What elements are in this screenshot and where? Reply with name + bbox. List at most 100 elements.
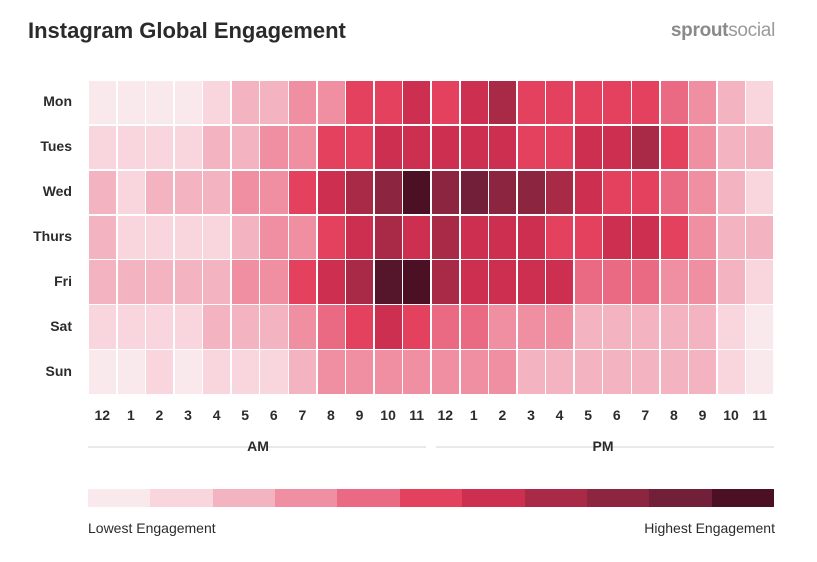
heatmap-cell [402,304,432,350]
heatmap-cell [230,169,260,216]
heatmap-cell [316,80,346,126]
heatmap-cell [373,124,403,171]
heatmap-cell [745,124,775,171]
hour-label: 6 [269,407,278,423]
heatmap-cell [173,124,203,171]
heatmap-cell [488,304,518,350]
heatmap-cell [488,124,518,171]
heatmap-cell [545,124,575,171]
heatmap-cell [316,214,346,260]
hour-label: 4 [212,407,221,423]
heatmap-cell [288,80,318,126]
heatmap-cell [688,259,718,305]
hour-label: 2 [498,407,507,423]
heatmap-cell [202,124,232,171]
heatmap-cell [745,349,775,395]
hour-label: 10 [723,407,739,423]
heatmap-cell [716,304,746,350]
hour-label: 12 [94,407,111,423]
heatmap-cell [373,214,403,260]
heatmap-cell [659,214,689,260]
heatmap-cell [631,80,661,126]
day-label: Sun [45,362,72,379]
heatmap-cell [745,80,775,126]
am-label: AM [247,438,269,454]
heatmap-cell [688,304,718,350]
heatmap-cell [259,304,289,350]
heatmap-cell [573,169,603,216]
legend-low-label: Lowest Engagement [88,520,216,536]
heatmap-cell [716,169,746,216]
heatmap-cell [545,259,575,305]
heatmap-cell [373,349,403,395]
heatmap-cell [259,169,289,216]
heatmap-cell [488,259,518,305]
heatmap-cell [716,349,746,395]
heatmap-cell [373,259,403,305]
day-label: Sat [50,317,72,334]
heatmap-cell [173,214,203,260]
heatmap-cell [545,304,575,350]
heatmap-cell [573,349,603,395]
heatmap-cell [430,304,461,350]
heatmap-cell [430,80,461,126]
heatmap-cell [202,169,232,216]
heatmap-cell [573,304,603,350]
heatmap-cell [488,169,518,216]
heatmap-cell [373,304,403,350]
heatmap-cell [88,349,118,395]
heatmap-cell [116,214,146,260]
heatmap-cell [488,214,518,260]
heatmap-cell [573,80,603,126]
heatmap-cell [516,169,546,216]
hour-label: 3 [184,407,192,423]
hour-label: 12 [437,407,454,423]
hour-label: 11 [752,407,768,423]
heatmap-cell [516,259,546,305]
heatmap-cell [202,259,232,305]
heatmap-cell [402,349,432,395]
heatmap-cell [173,80,203,126]
heatmap-cell [145,124,175,171]
heatmap-cell [631,124,661,171]
heatmap-cell [345,124,375,171]
heatmap-cell [202,214,232,260]
heatmap-cell [430,169,461,216]
heatmap-cell [459,259,489,305]
legend-swatch [275,489,338,507]
heatmap-cell [145,304,175,350]
heatmap-cell [116,124,146,171]
pm-label: PM [592,438,614,454]
heatmap-cell [173,349,203,395]
heatmap-cell [202,304,232,350]
heatmap-cell [602,259,632,305]
heatmap-cell [259,214,289,260]
heatmap-cell [173,259,203,305]
am-divider [88,446,426,448]
heatmap-cell [402,80,432,126]
heatmap-cell [659,259,689,305]
heatmap-cell [659,349,689,395]
hour-label: 5 [241,407,250,423]
heatmap-cell [602,169,632,216]
heatmap-cell [116,304,146,350]
heatmap-cell [288,259,318,305]
legend-swatch [586,489,650,507]
day-label: Fri [54,272,72,289]
heatmap-cell [345,349,375,395]
heatmap-cell [716,124,746,171]
heatmap-cell [316,169,346,216]
heatmap-cell [573,214,603,260]
heatmap-cell [145,259,175,305]
heatmap-cell [88,214,118,260]
heatmap-cell [459,214,489,260]
heatmap-cell [316,304,346,350]
heatmap-cell [402,169,432,216]
heatmap-cell [345,214,375,260]
heatmap-cell [545,80,575,126]
heatmap-cell [602,214,632,260]
heatmap-cell [345,80,375,126]
heatmap-cell [430,124,461,171]
heatmap-cell [230,124,260,171]
legend-swatch [462,489,526,507]
